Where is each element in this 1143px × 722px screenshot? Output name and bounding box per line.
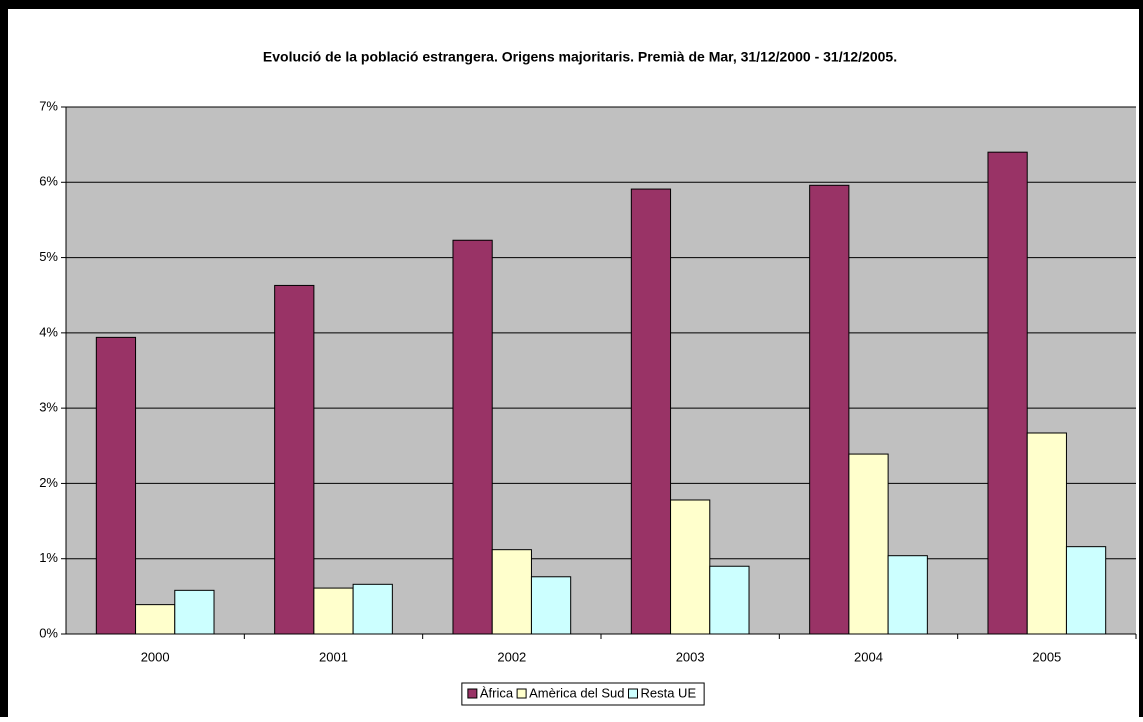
legend-label: Resta UE: [640, 685, 696, 700]
bar: [174, 589, 215, 635]
x-tick-label: 2003: [676, 649, 705, 664]
bar: [95, 336, 137, 635]
bar: [887, 555, 928, 635]
x-tick-label: 2002: [497, 649, 526, 664]
bar: [135, 604, 176, 635]
y-tick-label: 4%: [39, 324, 58, 339]
bar: [670, 499, 711, 635]
bar: [530, 576, 572, 635]
legend-swatch: [516, 688, 527, 699]
bar: [630, 188, 672, 635]
bar: [709, 565, 750, 635]
y-tick-label: 2%: [39, 475, 58, 490]
legend-swatch: [467, 688, 478, 699]
bar: [987, 151, 1028, 635]
y-tick-label: 5%: [39, 249, 58, 264]
bar: [1026, 432, 1067, 635]
bar: [1065, 546, 1107, 635]
legend-label: Àfrica: [480, 685, 514, 700]
x-tick-label: 2000: [141, 649, 170, 664]
legend-swatch: [627, 688, 638, 699]
y-tick-label: 6%: [39, 174, 58, 189]
legend-label: Amèrica del Sud: [529, 685, 624, 700]
y-tick-label: 3%: [39, 400, 58, 415]
bar: [848, 453, 889, 635]
x-tick-label: 2005: [1032, 649, 1061, 664]
x-tick-label: 2004: [854, 649, 883, 664]
bar: [352, 583, 393, 635]
bar: [313, 587, 354, 635]
plot-area: [66, 107, 1136, 634]
bar: [274, 284, 315, 635]
bar: [491, 549, 532, 635]
bar: [809, 184, 850, 635]
y-tick-label: 0%: [39, 625, 58, 640]
bar: [452, 239, 493, 635]
chart-title: Evolució de la població estrangera. Orig…: [263, 49, 897, 65]
x-tick-label: 2001: [319, 649, 348, 664]
y-tick-label: 7%: [39, 98, 58, 113]
y-tick-label: 1%: [39, 550, 58, 565]
